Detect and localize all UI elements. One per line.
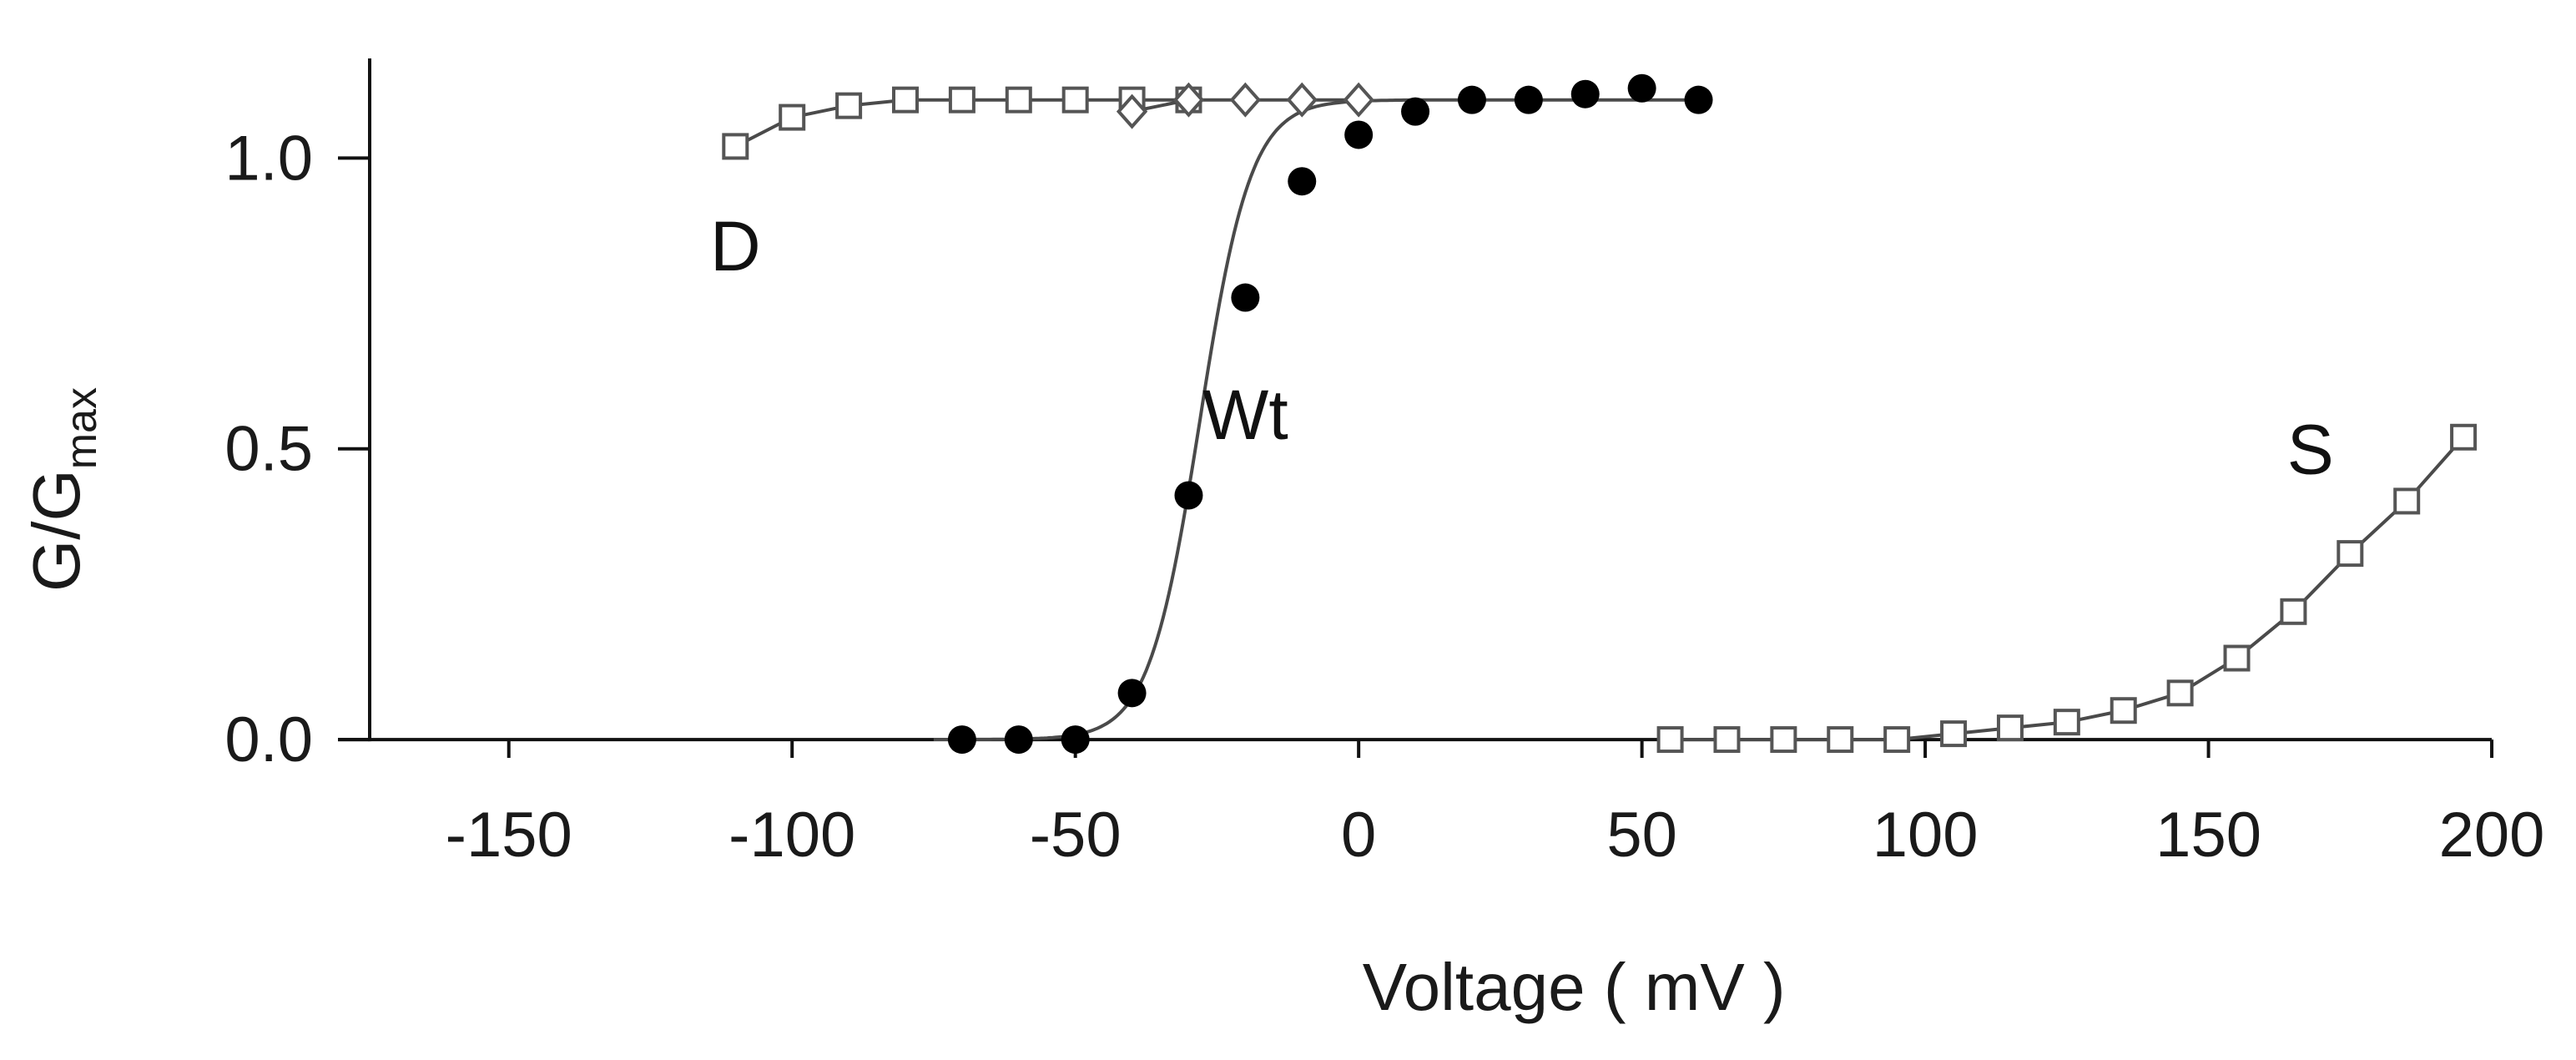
series-d-open-diamond — [1116, 82, 1374, 129]
axes: -150 -100 -50 0 50 100 150 200 0.0 0.5 1.0 Voltage … — [19, 58, 2544, 1024]
data-point — [1570, 79, 1600, 109]
x-tick-label: -150 — [446, 800, 572, 871]
data-point — [2110, 697, 2137, 724]
data-point — [1286, 82, 1318, 118]
data-point — [1713, 726, 1741, 754]
data-point — [1656, 726, 1684, 754]
data-point — [1288, 167, 1317, 196]
labels-layer: D Wt S — [710, 207, 2334, 489]
data-point — [2166, 679, 2194, 707]
series-line — [1670, 436, 2465, 742]
data-point — [1401, 97, 1430, 126]
x-tick-label: -100 — [728, 800, 855, 871]
data-point — [1883, 726, 1911, 754]
data-point — [722, 133, 749, 160]
x-tick-label: 150 — [2155, 800, 2261, 871]
data-point — [779, 103, 806, 131]
series-s-open-square — [1656, 423, 2478, 754]
x-tick-label: 50 — [1606, 800, 1677, 871]
data-point — [2450, 423, 2478, 451]
series-layer — [722, 73, 2478, 755]
data-point — [2053, 709, 2080, 736]
series-wt-filled-circle — [933, 73, 1713, 755]
data-point — [2280, 598, 2307, 625]
y-tick-label: 0.0 — [224, 704, 313, 775]
data-point — [1117, 679, 1147, 708]
data-point — [1996, 714, 2024, 742]
y-tick-label: 0.5 — [224, 414, 313, 485]
data-point — [1770, 726, 1797, 754]
data-point — [947, 725, 976, 755]
data-point — [1457, 85, 1486, 114]
data-point — [948, 86, 975, 114]
data-point — [1627, 73, 1656, 103]
data-point — [1827, 726, 1854, 754]
data-point — [1061, 725, 1090, 755]
y-tick-label: 1.0 — [224, 123, 313, 194]
x-axis-title: Voltage ( mV ) — [1363, 950, 1786, 1024]
series-label-wt: Wt — [1202, 376, 1288, 454]
data-point — [1343, 82, 1374, 118]
data-point — [1174, 481, 1203, 510]
data-point — [1116, 93, 1148, 129]
data-point — [835, 92, 863, 119]
x-tick-label: -50 — [1030, 800, 1122, 871]
x-tick-label: 0 — [1341, 800, 1376, 871]
series-line — [933, 98, 1711, 741]
data-point — [1172, 82, 1205, 118]
data-point — [1344, 120, 1374, 149]
data-point — [1231, 283, 1260, 312]
y-axis-title-subscript: max — [58, 387, 106, 469]
data-point — [2337, 540, 2364, 568]
data-point — [1940, 720, 1968, 748]
data-point — [1514, 85, 1543, 114]
x-tick-label: 200 — [2439, 800, 2545, 871]
data-point — [1061, 86, 1089, 114]
data-point — [1005, 86, 1032, 114]
y-axis-title-main: G/G — [19, 469, 93, 592]
data-point — [1004, 725, 1033, 755]
data-point — [1684, 85, 1713, 114]
x-tick-label: 100 — [1873, 800, 1979, 871]
series-label-s: S — [2287, 411, 2334, 489]
data-point — [1229, 82, 1262, 118]
data-point — [892, 86, 919, 114]
series-label-d: D — [710, 207, 761, 285]
data-point — [2223, 644, 2251, 672]
y-axis-title: G/Gmax — [19, 387, 106, 592]
data-point — [2393, 487, 2421, 515]
